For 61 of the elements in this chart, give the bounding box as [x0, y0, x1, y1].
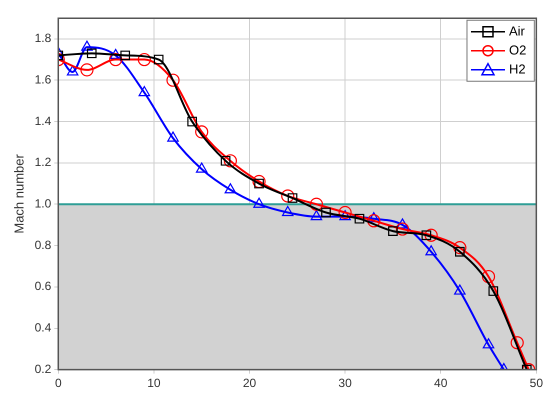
y-axis-title: Mach number [11, 153, 26, 234]
y-tick-label: 1.2 [34, 155, 52, 170]
point [110, 48, 122, 60]
point [396, 222, 410, 236]
point [80, 63, 94, 76]
y-tick-label: 1.4 [34, 114, 52, 128]
point [396, 218, 408, 229]
y-tick-label: 0.6 [34, 279, 52, 294]
point [282, 206, 294, 216]
point [224, 183, 236, 194]
point [354, 214, 364, 224]
point [425, 245, 437, 256]
point [454, 246, 465, 257]
point [488, 286, 498, 296]
point [367, 214, 380, 228]
point [196, 162, 208, 173]
point [422, 230, 432, 240]
point [310, 198, 324, 211]
point [167, 131, 179, 142]
x-tick-label: 20 [242, 376, 256, 390]
point [510, 336, 524, 350]
point [482, 338, 494, 348]
point [482, 270, 496, 284]
point [252, 174, 266, 188]
point [281, 189, 294, 203]
y-tick-label: 0.8 [34, 238, 52, 252]
point [321, 208, 331, 218]
point [138, 86, 150, 96]
y-tick-label: 0.4 [34, 320, 52, 335]
x-tick-label: 10 [147, 376, 161, 390]
legend-label: Air [508, 23, 526, 38]
y-tick-label: 0.2 [34, 362, 52, 376]
point [338, 206, 352, 220]
point [453, 241, 466, 254]
point [81, 40, 93, 51]
point [224, 154, 237, 168]
point [454, 284, 466, 295]
point [109, 52, 122, 66]
point [187, 116, 197, 126]
point [166, 74, 180, 87]
y-tick-label: 1.6 [34, 72, 52, 87]
x-tick-label: 0 [54, 376, 62, 390]
point [310, 210, 322, 220]
point [388, 226, 398, 236]
point [138, 52, 151, 66]
legend-label: H2 [508, 61, 526, 76]
x-tick-label: 40 [434, 376, 448, 390]
legend-label: O2 [508, 42, 526, 58]
point [339, 210, 351, 220]
x-tick-label: 50 [530, 376, 544, 390]
point [424, 228, 438, 242]
y-tick-label: 1.0 [34, 196, 52, 211]
x-tick-label: 30 [338, 376, 352, 390]
point [253, 198, 265, 208]
point [66, 65, 78, 76]
point [154, 54, 164, 64]
y-tick-label: 1.8 [34, 31, 52, 46]
point [120, 50, 130, 60]
point [220, 156, 230, 166]
point [86, 48, 97, 58]
point [195, 125, 208, 138]
